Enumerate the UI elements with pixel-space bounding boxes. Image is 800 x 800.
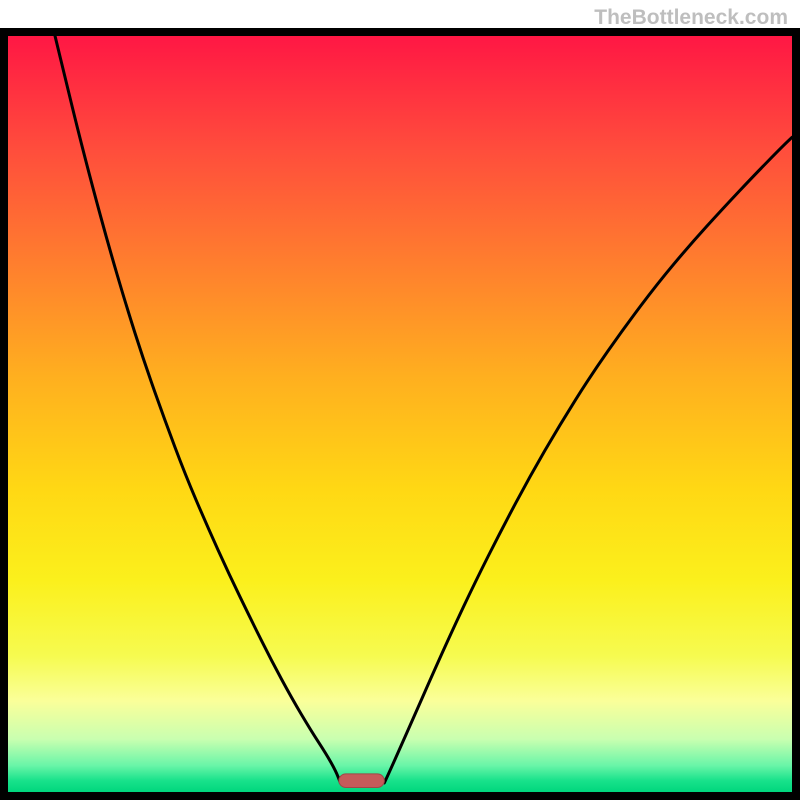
chart-container: TheBottleneck.com (0, 0, 800, 800)
bottleneck-marker (339, 774, 384, 788)
right-curve (384, 137, 792, 783)
watermark-text: TheBottleneck.com (594, 6, 788, 30)
bottleneck-curves (8, 36, 792, 792)
chart-frame (0, 28, 800, 800)
left-curve (55, 36, 340, 783)
plot-area (8, 36, 792, 792)
